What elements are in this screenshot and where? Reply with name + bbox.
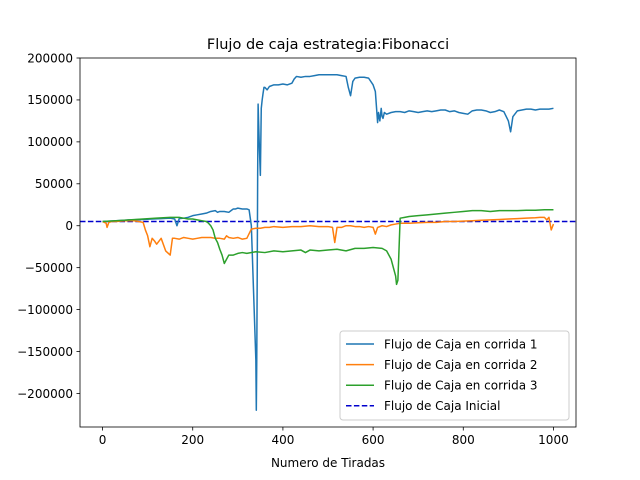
y-tick-label: −150000 — [17, 345, 73, 359]
x-tick-label: 200 — [181, 433, 204, 447]
legend-label: Flujo de Caja en corrida 1 — [384, 337, 538, 351]
legend: Flujo de Caja en corrida 1 Flujo de Caja … — [339, 330, 570, 421]
y-tick-label: 100000 — [27, 135, 73, 149]
x-tick-label: 400 — [271, 433, 294, 447]
y-tick-label: −100000 — [17, 303, 73, 317]
x-tick-label: 1000 — [538, 433, 569, 447]
plot-frame — [79, 57, 577, 428]
chart-title: Flujo de caja estrategia:Fibonacci — [207, 37, 449, 53]
series-line-1 — [102, 74, 554, 411]
y-tick-label: 50000 — [35, 177, 73, 191]
y-axis: 200000 150000 100000 50000 0 −50000 −100000 −15… — [17, 51, 80, 401]
legend-label: Flujo de Caja en corrida 3 — [384, 379, 538, 393]
legend-label: Flujo de Caja Inicial — [384, 399, 500, 413]
y-tick-label: −50000 — [25, 261, 73, 275]
legend-frame — [339, 330, 570, 421]
x-tick-label: 0 — [99, 433, 107, 447]
y-tick-label: 0 — [65, 219, 73, 233]
x-axis-label: Numero de Tiradas — [271, 456, 385, 470]
series-line-2 — [102, 216, 555, 256]
x-tick-label: 600 — [362, 433, 385, 447]
y-tick-label: −200000 — [17, 387, 73, 401]
series-layer — [80, 74, 576, 411]
y-tick-label: 200000 — [27, 51, 73, 65]
legend-label: Flujo de Caja en corrida 2 — [384, 358, 538, 372]
series-line-3 — [102, 209, 554, 286]
y-tick-label: 150000 — [27, 93, 73, 107]
x-axis: 0 200 400 600 800 1000 — [99, 427, 569, 447]
x-tick-label: 800 — [452, 433, 475, 447]
